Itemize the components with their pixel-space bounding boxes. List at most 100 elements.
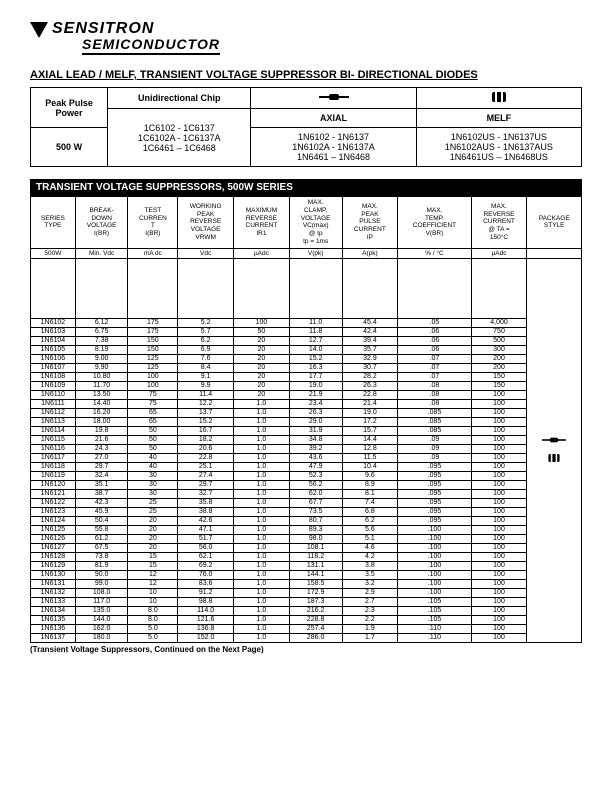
data-cell: 10.4 (342, 462, 398, 471)
data-cell: 1.0 (234, 534, 290, 543)
data-cell: 1.0 (234, 408, 290, 417)
spacer-cell (234, 258, 290, 318)
data-cell: 100 (471, 471, 527, 480)
axial-icon-cell (251, 88, 416, 109)
data-cell: 19.0 (289, 381, 342, 390)
data-cell: 6.12 (75, 318, 128, 327)
data-cell: 67.5 (75, 543, 128, 552)
data-cell: 108.0 (75, 588, 128, 597)
melf-line: 1N6102US - 1N6137US (423, 132, 575, 142)
data-cell: 150 (128, 345, 178, 354)
data-cell: 135.0 (75, 606, 128, 615)
data-cell: 4.2 (342, 552, 398, 561)
data-cell: 90.0 (75, 570, 128, 579)
data-cell: 1N6126 (31, 534, 76, 543)
data-cell: 114.0 (178, 606, 234, 615)
data-cell: 50.4 (75, 516, 128, 525)
data-cell: 38.7 (75, 489, 128, 498)
data-cell: 4,000 (471, 318, 527, 327)
data-cell: 1N6122 (31, 498, 76, 507)
data-cell: 4.6 (342, 543, 398, 552)
data-cell: 100 (471, 498, 527, 507)
chip-line: 1C6102 - 1C6137 (114, 123, 244, 133)
data-cell: 1N6119 (31, 471, 76, 480)
data-cell: 39.4 (342, 336, 398, 345)
data-cell: 1N6113 (31, 417, 76, 426)
data-cell: .100 (398, 525, 471, 534)
data-cell: .100 (398, 543, 471, 552)
data-cell: 131.1 (289, 561, 342, 570)
data-cell: 29.7 (75, 462, 128, 471)
data-cell: 1.0 (234, 507, 290, 516)
data-cell: 65 (128, 408, 178, 417)
spacer-cell (31, 258, 76, 318)
data-cell: 45.4 (342, 318, 398, 327)
data-cell: .07 (398, 363, 471, 372)
table-row: 1N611932.43027.41.052.39.6.095100 (31, 471, 582, 480)
axial-parts: 1N6102 - 1N6137 1N6102A - 1N6137A 1N6461… (251, 128, 416, 167)
melf-line: 1N6461US – 1N6468US (423, 152, 575, 162)
col-header: SERIESTYPE (31, 197, 76, 249)
table-row: 1N6137180.05.0152.01.0286.01.7.110100 (31, 633, 582, 642)
data-cell: 1N6124 (31, 516, 76, 525)
page-title: AXIAL LEAD / MELF, TRANSIENT VOLTAGE SUP… (30, 69, 582, 81)
data-cell: .06 (398, 345, 471, 354)
col-header: BREAK-DOWNVOLTAGEI(BR) (75, 197, 128, 249)
data-cell: 121.6 (178, 615, 234, 624)
data-cell: 11.70 (75, 381, 128, 390)
table-row: 1N6135144.08.0121.61.0228.82.2.105100 (31, 615, 582, 624)
unit-cell: µAdc (234, 248, 290, 258)
data-cell: 20 (128, 534, 178, 543)
data-cell: 47.9 (289, 462, 342, 471)
data-cell: 5.0 (128, 624, 178, 633)
data-cell: .05 (398, 318, 471, 327)
data-cell: 30 (128, 471, 178, 480)
table-row: 1N610810.801009.12017.728.2.07150 (31, 372, 582, 381)
data-cell: .06 (398, 327, 471, 336)
data-cell: 100 (471, 534, 527, 543)
data-cell: 1.0 (234, 579, 290, 588)
data-cell: 19.8 (75, 426, 128, 435)
data-cell: 30.7 (342, 363, 398, 372)
data-cell: 8.19 (75, 345, 128, 354)
table-row: 1N61069.001257.62015.232.9.07200 (31, 354, 582, 363)
data-cell: 1N6111 (31, 399, 76, 408)
table-row: 1N611013.507511.42021.922.8.08100 (31, 390, 582, 399)
data-cell: 35.1 (75, 480, 128, 489)
data-cell: 117.0 (75, 597, 128, 606)
data-cell: 100 (234, 318, 290, 327)
col-header: WORKINGPEAKREVERSEVOLTAGEVRWM (178, 197, 234, 249)
data-cell: 47.1 (178, 525, 234, 534)
data-cell: .095 (398, 480, 471, 489)
company-logo: SENSITRON SEMICONDUCTOR (30, 20, 582, 55)
data-cell: 1N6127 (31, 543, 76, 552)
data-cell: 39.2 (289, 444, 342, 453)
data-cell: 98.8 (178, 597, 234, 606)
data-cell: .095 (398, 498, 471, 507)
data-cell: 15.2 (289, 354, 342, 363)
data-cell: 1.0 (234, 417, 290, 426)
data-cell: 100 (471, 444, 527, 453)
chip-line: 1C6102A - 1C6137A (114, 133, 244, 143)
data-cell: 61.2 (75, 534, 128, 543)
data-cell: 29.0 (289, 417, 342, 426)
unit-cell: 500W (31, 248, 76, 258)
data-cell: 100 (471, 462, 527, 471)
data-cell: 12.2 (178, 399, 234, 408)
data-cell: 1N6114 (31, 426, 76, 435)
melf-line: 1N6102AUS - 1N6137AUS (423, 142, 575, 152)
data-cell: 1N6132 (31, 588, 76, 597)
data-cell: 50 (128, 435, 178, 444)
data-cell: 100 (471, 624, 527, 633)
data-cell: 22.8 (178, 453, 234, 462)
data-cell: 200 (471, 363, 527, 372)
data-cell: 27.0 (75, 453, 128, 462)
data-cell: .095 (398, 462, 471, 471)
data-cell: 1N6109 (31, 381, 76, 390)
col-header: TESTCURRENTI(BR) (128, 197, 178, 249)
data-cell: .08 (398, 399, 471, 408)
data-cell: 118.2 (289, 552, 342, 561)
data-cell: .095 (398, 516, 471, 525)
data-cell: 11.4 (178, 390, 234, 399)
data-cell: 5.6 (342, 525, 398, 534)
